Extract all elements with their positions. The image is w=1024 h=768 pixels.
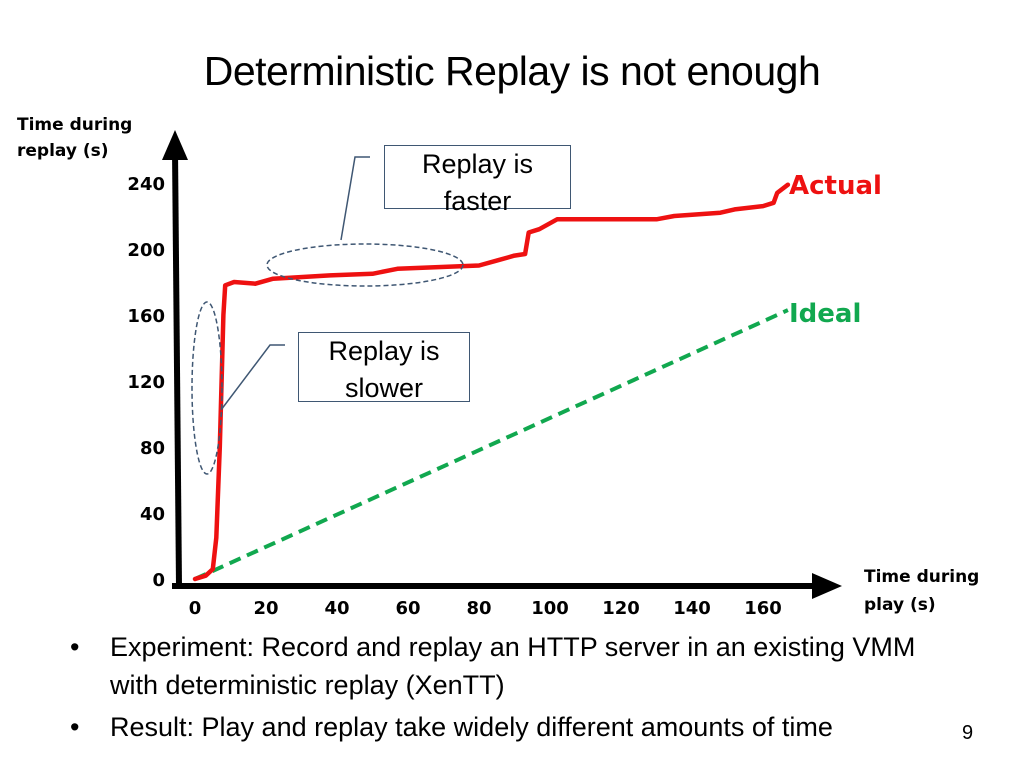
leader-line-faster (340, 156, 370, 241)
bullet-dot-icon: • (70, 632, 80, 662)
y-tick-label: 160 (127, 306, 165, 327)
x-tick-label: 20 (253, 598, 278, 619)
y-axis-arrow-icon (162, 130, 188, 160)
y-tick-label: 200 (127, 240, 165, 261)
y-tick-label: 40 (140, 504, 165, 525)
series-label-ideal: Ideal (789, 299, 861, 329)
series-actual-line (192, 182, 791, 582)
annotation-ellipse-faster (266, 243, 464, 287)
x-axis-title: Time during play (s) (864, 567, 979, 615)
slide-title: Deterministic Replay is not enough (203, 48, 821, 94)
y-tick-label: 240 (127, 174, 165, 195)
series-label-actual: Actual (789, 171, 882, 201)
x-tick-label: 80 (466, 598, 491, 619)
callout-replay-faster-text: Replay is faster (421, 149, 534, 216)
annotation-ellipse-slower (191, 301, 223, 475)
x-tick-label: 40 (324, 598, 349, 619)
x-tick-label: 0 (189, 598, 202, 619)
callout-replay-slower: Replay is slower (298, 332, 470, 403)
bullet-text: Experiment: Record and replay an HTTP se… (110, 632, 916, 700)
callout-replay-faster: Replay is faster (384, 145, 571, 216)
callout-replay-slower-text: Replay is slower (328, 336, 440, 403)
x-axis-arrow-icon (812, 573, 842, 599)
y-axis-title: Time during replay (s) (17, 115, 132, 161)
x-tick-label: 120 (602, 598, 640, 619)
y-axis (172, 149, 182, 587)
leader-line-slower (220, 344, 285, 411)
bullet-list: • Experiment: Record and replay an HTTP … (62, 628, 962, 750)
bullet-item: • Result: Play and replay take widely di… (62, 708, 962, 746)
y-tick-label: 0 (152, 570, 165, 591)
series-ideal-line (194, 308, 789, 581)
bullet-dot-icon: • (70, 712, 80, 742)
x-tick-label: 160 (744, 598, 782, 619)
x-tick-label: 100 (531, 598, 569, 619)
y-tick-label: 80 (140, 438, 165, 459)
x-tick-label: 60 (395, 598, 420, 619)
x-tick-label: 140 (673, 598, 711, 619)
bullet-text: Result: Play and replay take widely diff… (110, 712, 833, 742)
y-tick-label: 120 (127, 372, 165, 393)
bullet-item: • Experiment: Record and replay an HTTP … (62, 628, 962, 704)
page-number: 9 (962, 722, 974, 744)
